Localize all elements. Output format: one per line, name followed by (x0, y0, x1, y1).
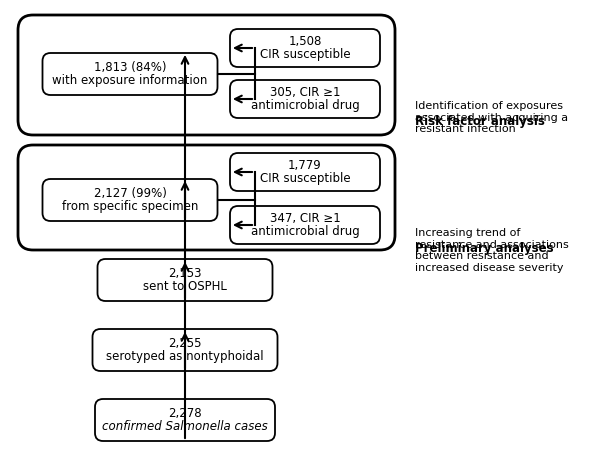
Text: 2,255: 2,255 (168, 337, 202, 350)
Text: sent to OSPHL: sent to OSPHL (143, 280, 227, 293)
FancyBboxPatch shape (18, 145, 395, 250)
Text: serotyped as nontyphoidal: serotyped as nontyphoidal (106, 350, 264, 363)
Text: 2,127 (99%): 2,127 (99%) (94, 187, 166, 200)
Text: 2,153: 2,153 (168, 267, 202, 280)
Text: with exposure information: with exposure information (52, 74, 208, 87)
Text: CIR susceptible: CIR susceptible (260, 172, 350, 185)
Text: CIR susceptible: CIR susceptible (260, 48, 350, 61)
FancyBboxPatch shape (95, 399, 275, 441)
FancyBboxPatch shape (230, 80, 380, 118)
FancyBboxPatch shape (18, 15, 395, 135)
Text: 2,278: 2,278 (168, 407, 202, 420)
Text: 305, CIR ≥1: 305, CIR ≥1 (270, 86, 340, 99)
Text: Risk factor analysis: Risk factor analysis (415, 115, 545, 128)
FancyBboxPatch shape (230, 29, 380, 67)
Text: Increasing trend of
resistance and associations
between resistance and
increased: Increasing trend of resistance and assoc… (415, 228, 569, 273)
Text: 1,779: 1,779 (288, 159, 322, 172)
Text: 1,813 (84%): 1,813 (84%) (94, 61, 166, 74)
FancyBboxPatch shape (43, 179, 218, 221)
FancyBboxPatch shape (230, 206, 380, 244)
FancyBboxPatch shape (230, 153, 380, 191)
Text: Identification of exposures
associated with acquiring a
resistant infection: Identification of exposures associated w… (415, 101, 568, 134)
FancyBboxPatch shape (92, 329, 277, 371)
Text: Preliminary analyses: Preliminary analyses (415, 242, 554, 255)
Text: 1,508: 1,508 (289, 35, 322, 48)
FancyBboxPatch shape (97, 259, 272, 301)
Text: antimicrobial drug: antimicrobial drug (251, 225, 359, 238)
Text: confirmed Salmonella cases: confirmed Salmonella cases (102, 420, 268, 433)
FancyBboxPatch shape (43, 53, 218, 95)
Text: 347, CIR ≥1: 347, CIR ≥1 (269, 212, 340, 225)
Text: antimicrobial drug: antimicrobial drug (251, 99, 359, 112)
Text: from specific specimen: from specific specimen (62, 200, 198, 213)
